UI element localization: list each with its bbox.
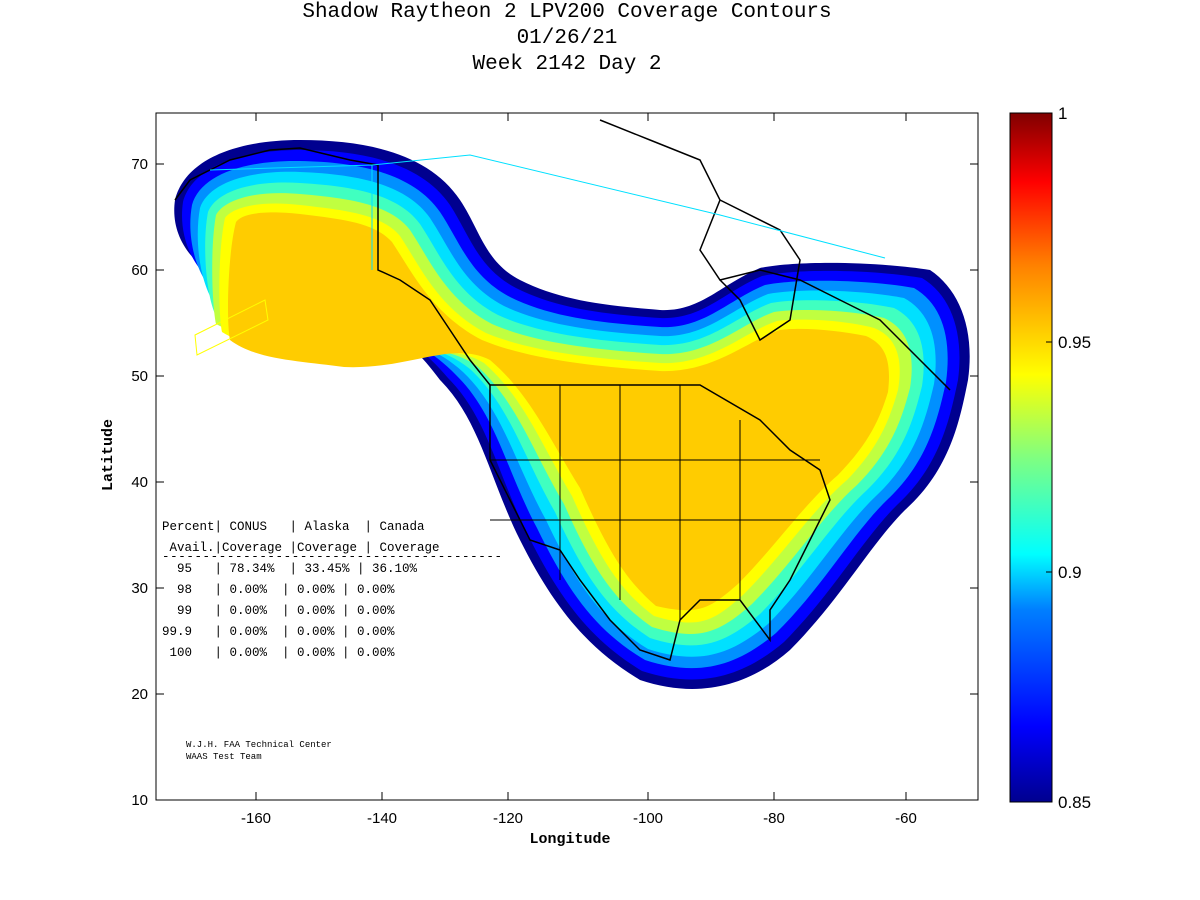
y-tick-label: 50 xyxy=(131,368,148,385)
credit-line1: W.J.H. FAA Technical Center xyxy=(186,740,332,750)
y-tick-label: 40 xyxy=(131,474,148,491)
table-row: 100 | 0.00% | 0.00% | 0.00% xyxy=(162,646,395,660)
coverage-contours xyxy=(174,140,970,689)
chart-date: 01/26/21 xyxy=(516,27,618,50)
colorbar-tick-label: 0.9 xyxy=(1058,563,1082,582)
x-axis: -160 -140 -120 -100 -80 -60 Longitude xyxy=(241,113,917,848)
coverage-statistics-table: Percent| CONUS | Alaska | Canada Avail.|… xyxy=(162,520,502,660)
x-tick-label: -140 xyxy=(367,810,397,827)
y-tick-label: 30 xyxy=(131,580,148,597)
table-row: 99 | 0.00% | 0.00% | 0.00% xyxy=(162,604,395,618)
colorbar-tick-label: 0.85 xyxy=(1058,793,1091,812)
y-axis-label: Latitude xyxy=(100,419,117,491)
colorbar-gradient xyxy=(1009,112,1053,803)
colorbar-tick-label: 0.95 xyxy=(1058,333,1091,352)
table-header-row1: Percent| CONUS | Alaska | Canada xyxy=(162,520,425,534)
x-tick-label: -100 xyxy=(633,810,663,827)
y-tick-label: 70 xyxy=(131,156,148,173)
coverage-region-alaska xyxy=(174,140,970,689)
y-axis: 10 20 30 40 50 60 70 Latitude xyxy=(100,156,978,809)
table-row: 95 | 78.34% | 33.45% | 36.10% xyxy=(162,562,418,576)
y-tick-label: 60 xyxy=(131,262,148,279)
table-header-row2: Avail.|Coverage |Coverage | Coverage xyxy=(162,541,440,555)
colorbar: 0.85 0.9 0.95 1 xyxy=(1009,104,1091,812)
x-axis-label: Longitude xyxy=(529,831,610,848)
table-row: 98 | 0.00% | 0.00% | 0.00% xyxy=(162,583,395,597)
x-tick-label: -60 xyxy=(895,810,917,827)
chart-title-block: Shadow Raytheon 2 LPV200 Coverage Contou… xyxy=(0,0,1134,78)
table-row: 99.9 | 0.00% | 0.00% | 0.00% xyxy=(162,625,395,639)
coastlines xyxy=(174,119,951,661)
x-tick-label: -80 xyxy=(763,810,785,827)
x-tick-label: -160 xyxy=(241,810,271,827)
y-tick-label: 20 xyxy=(131,686,148,703)
region-outlines xyxy=(194,154,886,356)
colorbar-tick-label: 1 xyxy=(1058,104,1067,123)
y-tick-label: 10 xyxy=(131,792,148,809)
table-separator: ----------------------------------------… xyxy=(162,550,502,564)
chart-title: Shadow Raytheon 2 LPV200 Coverage Contou… xyxy=(302,1,832,24)
chart-week-day: Week 2142 Day 2 xyxy=(472,53,662,76)
x-tick-label: -120 xyxy=(493,810,523,827)
credit-line2: WAAS Test Team xyxy=(186,752,262,762)
